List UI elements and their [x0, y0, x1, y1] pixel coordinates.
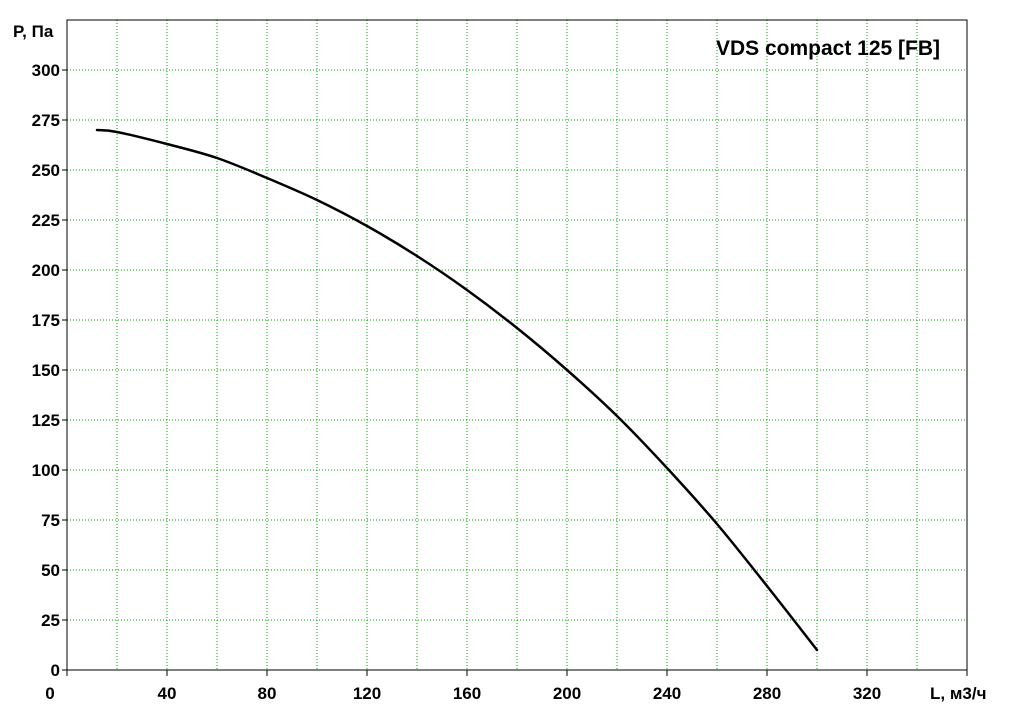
- y-tick-label: 275: [32, 111, 60, 130]
- y-tick-label: 50: [41, 561, 60, 580]
- x-axis-title: L, м3/ч: [930, 684, 986, 703]
- x-tick-label: 160: [453, 684, 481, 703]
- x-tick-labels: 0 40 80 120 160 200 240 280 320: [45, 684, 881, 703]
- chart-title: VDS compact 125 [FB]: [716, 37, 940, 60]
- y-tick-label: 0: [51, 661, 60, 680]
- x-tick-label: 200: [553, 684, 581, 703]
- performance-curve: [95, 128, 819, 652]
- y-tick-label: 150: [32, 361, 60, 380]
- y-tick-label: 250: [32, 161, 60, 180]
- grid: [67, 20, 967, 670]
- y-tick-label: 175: [32, 311, 60, 330]
- y-tick-label: 75: [41, 511, 60, 530]
- y-tick-label: 100: [32, 461, 60, 480]
- y-tick-labels: 0 25 50 75 100 125 150 175 200 225 250 275 300: [32, 61, 60, 680]
- tick-marks: [62, 69, 968, 676]
- x-tick-label: 320: [853, 684, 881, 703]
- y-tick-label: 200: [32, 261, 60, 280]
- y-axis-title: P, Па: [13, 22, 54, 41]
- x-tick-label: 280: [753, 684, 781, 703]
- y-tick-label: 225: [32, 211, 60, 230]
- y-tick-label: 25: [41, 611, 60, 630]
- x-tick-label: 80: [258, 684, 277, 703]
- x-tick-label: 120: [353, 684, 381, 703]
- series: [95, 128, 819, 652]
- y-tick-label: 300: [32, 61, 60, 80]
- x-tick-label: 40: [158, 684, 177, 703]
- axes: [66, 19, 968, 671]
- x-tick-label: 0: [45, 684, 54, 703]
- x-tick-label: 240: [653, 684, 681, 703]
- plot-frame: [66, 19, 968, 671]
- y-tick-label: 125: [32, 411, 60, 430]
